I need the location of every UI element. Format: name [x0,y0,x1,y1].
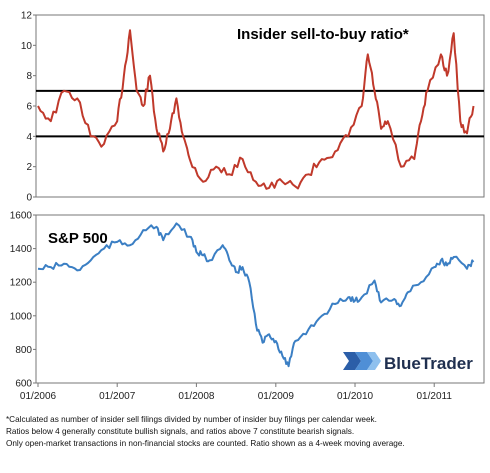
series-line [37,29,475,190]
x-tick-label: 01/2007 [99,391,136,402]
y-tick-label: 1000 [10,311,33,322]
x-tick-label: 01/2006 [20,391,57,402]
y-tick-label: 1200 [10,278,33,289]
x-tick-label: 01/2008 [178,391,215,402]
y-tick-label: 4 [26,132,32,143]
y-tick-label: 12 [21,11,33,22]
footnote-line: *Calculated as number of insider sell fi… [6,415,377,424]
y-tick-label: 600 [15,379,32,390]
ratio-y-axis: 0 2 4 6 8 10 12 [21,11,36,204]
y-tick-label: 2 [26,162,32,173]
y-tick-label: 10 [21,41,33,52]
bluetrader-arrow-icon [343,352,381,370]
bluetrader-wordmark: BlueTrader [384,354,473,373]
bluetrader-logo: BlueTrader [343,352,473,373]
sp500-series [37,222,475,368]
y-tick-label: 800 [15,345,32,356]
x-tick-label: 01/2010 [337,391,374,402]
series-line [37,222,475,368]
sp500-chart-title: S&P 500 [48,230,108,247]
ratio-series [37,29,475,190]
y-tick-label: 6 [26,102,32,113]
y-tick-label: 8 [26,71,32,82]
y-tick-label: 1400 [10,244,33,255]
ratio-chart-title: Insider sell-to-buy ratio* [237,26,409,43]
ratio-plot-area [35,14,485,198]
ratio-reference-lines [36,89,484,138]
footnote-line: Only open-market transactions in non-fin… [6,439,405,448]
footnote-line: Ratios below 4 generally constitute bull… [6,427,355,436]
y-tick-label: 1600 [10,211,33,222]
x-tick-label: 01/2011 [417,391,453,402]
sp500-y-axis: 600 800 1000 1200 1400 1600 [10,211,36,390]
x-axis: 01/2006 01/2007 01/2008 01/2009 01/2010 01/20… [20,383,452,402]
footnote: *Calculated as number of insider sell fi… [6,414,486,450]
x-tick-label: 01/2009 [258,391,295,402]
y-tick-label: 0 [26,193,32,204]
